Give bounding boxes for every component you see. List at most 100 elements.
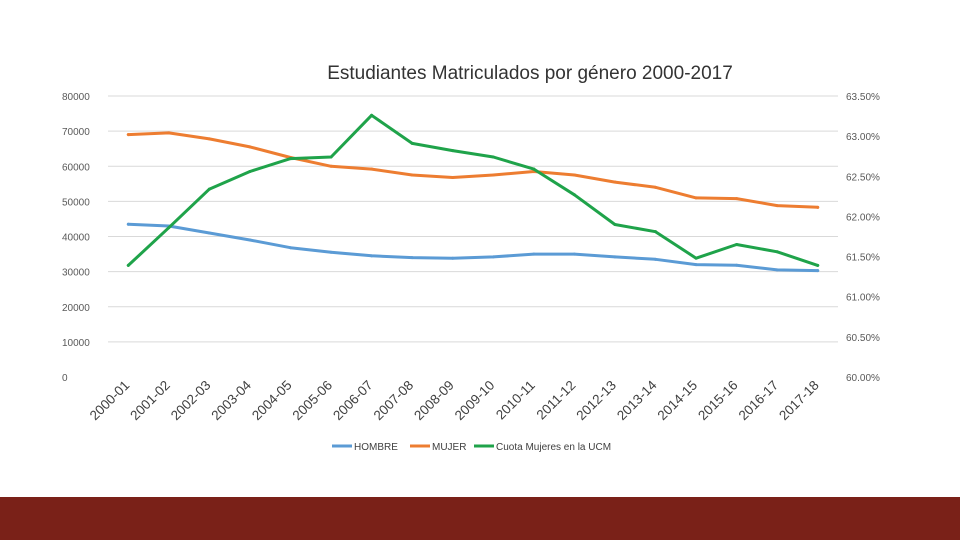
data-point (491, 173, 495, 177)
series-line-2 (126, 113, 820, 267)
data-point (613, 255, 617, 259)
x-tick-label: 2001-02 (127, 378, 173, 424)
data-point (491, 255, 495, 259)
data-point (613, 222, 617, 226)
y-left-tick-label: 30000 (62, 268, 90, 279)
x-tick-label: 2013-14 (614, 377, 660, 423)
y-left-tick-label: 80000 (62, 92, 90, 103)
data-point (370, 167, 374, 171)
data-point (816, 205, 820, 209)
y-left-tick-label: 40000 (62, 233, 90, 244)
right-axis: 60.00% 60.50% 61.00% 61.50% 62.00% 62.50% 63.0… (846, 92, 880, 384)
data-point (167, 226, 171, 230)
x-tick-label: 2000-01 (87, 378, 133, 424)
data-point (694, 263, 698, 267)
legend-label: HOMBRE (354, 442, 398, 453)
data-point (370, 113, 374, 117)
data-point (126, 263, 130, 267)
data-point (248, 169, 252, 173)
data-point (289, 246, 292, 250)
data-point (289, 157, 292, 161)
data-point (207, 137, 211, 141)
data-point (735, 243, 739, 247)
footer-bar (0, 497, 960, 540)
x-tick-label: 2012-13 (573, 378, 619, 424)
x-tick-label: 2009-10 (452, 378, 498, 424)
data-point (694, 196, 698, 200)
x-tick-label: 2006-07 (330, 378, 376, 424)
data-point (370, 254, 374, 258)
y-right-tick-label: 63.00% (846, 132, 880, 143)
gridlines (108, 95, 838, 343)
data-point (572, 173, 576, 177)
data-point (532, 167, 536, 171)
data-point (207, 231, 211, 235)
series-lines (126, 113, 820, 273)
data-point (451, 175, 455, 179)
data-point (613, 180, 617, 184)
x-tick-label: 2003-04 (208, 377, 254, 423)
data-point (167, 131, 171, 135)
series-line-1 (126, 131, 820, 209)
legend: HOMBRE MUJER Cuota Mujeres en la UCM (332, 442, 611, 453)
data-point (654, 230, 657, 234)
y-right-tick-label: 62.50% (846, 172, 880, 183)
data-point (491, 155, 495, 159)
data-point (329, 250, 333, 254)
data-point (207, 187, 211, 191)
data-point (451, 149, 455, 153)
series-line-0 (126, 222, 820, 273)
x-tick-label: 2015-16 (695, 378, 741, 424)
data-point (735, 197, 739, 201)
data-point (329, 155, 333, 159)
y-right-tick-label: 60.00% (846, 373, 880, 384)
y-right-tick-label: 61.50% (846, 253, 880, 264)
data-point (775, 268, 779, 272)
legend-label: Cuota Mujeres en la UCM (496, 442, 611, 453)
y-right-tick-label: 62.00% (846, 212, 880, 223)
data-point (816, 263, 820, 267)
chart-title: Estudiantes Matriculados por género 2000… (327, 63, 733, 84)
legend-label: MUJER (432, 442, 466, 453)
data-point (126, 133, 130, 137)
data-point (451, 256, 455, 260)
data-point (775, 250, 779, 254)
data-point (410, 256, 414, 260)
data-point (126, 222, 130, 226)
x-tick-label: 2004-05 (249, 378, 295, 424)
data-point (572, 193, 576, 197)
y-left-tick-label: 20000 (62, 303, 90, 314)
x-tick-label: 2017-18 (776, 378, 822, 424)
y-left-tick-label: 10000 (62, 338, 90, 349)
y-right-tick-label: 63.50% (846, 92, 880, 103)
x-axis: 2000-012001-022002-032003-042004-052005-… (87, 377, 822, 423)
y-right-tick-label: 61.00% (846, 293, 880, 304)
data-point (572, 252, 576, 256)
x-tick-label: 2010-11 (493, 378, 538, 423)
data-point (654, 185, 657, 189)
data-point (410, 141, 414, 145)
data-point (735, 263, 739, 267)
x-tick-label: 2011-12 (534, 378, 579, 423)
left-axis: 0 10000 20000 30000 40000 50000 60000 70000 8000… (62, 92, 90, 384)
x-tick-label: 2016-17 (736, 378, 782, 424)
x-tick-label: 2005-06 (290, 378, 336, 424)
data-point (410, 173, 414, 177)
x-tick-label: 2007-08 (371, 378, 417, 424)
x-tick-label: 2014-15 (655, 378, 701, 424)
data-point (248, 145, 252, 149)
data-point (532, 252, 536, 256)
data-point (329, 164, 333, 168)
data-point (248, 238, 252, 242)
x-tick-label: 2008-09 (411, 378, 457, 424)
data-point (694, 256, 698, 260)
y-left-tick-label: 0 (62, 373, 68, 384)
y-left-tick-label: 70000 (62, 127, 90, 138)
y-left-tick-label: 50000 (62, 197, 90, 208)
y-left-tick-label: 60000 (62, 162, 90, 173)
data-point (775, 204, 779, 208)
data-point (654, 257, 657, 261)
data-point (816, 269, 820, 273)
y-right-tick-label: 60.50% (846, 333, 880, 344)
